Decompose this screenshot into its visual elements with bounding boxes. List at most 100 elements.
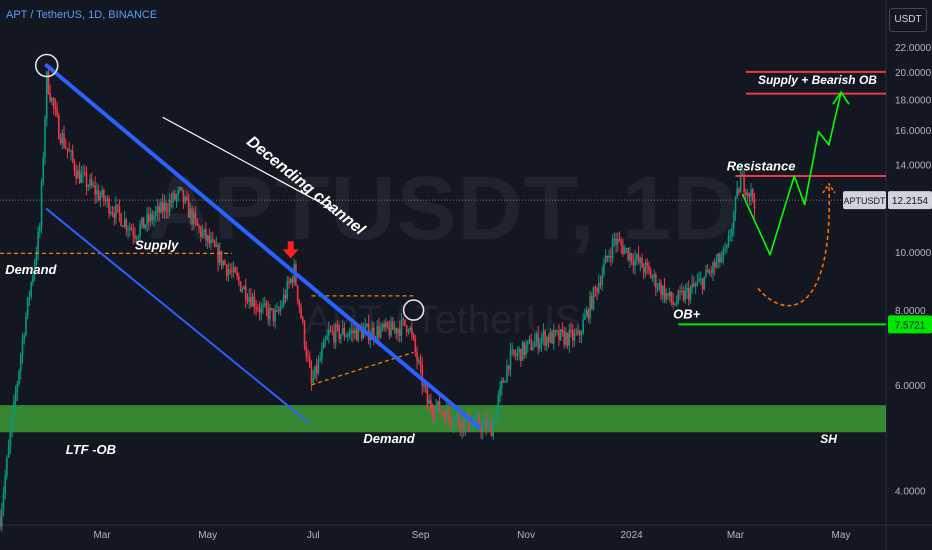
candle-body bbox=[511, 349, 514, 351]
candle-body bbox=[14, 393, 17, 402]
candle-body bbox=[409, 327, 411, 331]
candle-body bbox=[137, 235, 140, 238]
candle-body bbox=[179, 187, 181, 190]
candle-body bbox=[419, 360, 422, 366]
candle-body bbox=[122, 226, 124, 228]
candle-body bbox=[104, 200, 107, 202]
candle-body bbox=[213, 240, 216, 247]
y-tick-label: 22.0000 bbox=[895, 43, 932, 54]
candle-body bbox=[58, 115, 60, 139]
candle-body bbox=[239, 281, 242, 292]
candle-body bbox=[130, 228, 133, 231]
candle-body bbox=[265, 303, 268, 309]
candle-body bbox=[750, 189, 752, 197]
y-tick-label: 6.0000 bbox=[895, 381, 926, 392]
candle-body bbox=[193, 212, 195, 225]
annotation-label: Supply + Bearish OB bbox=[758, 73, 877, 87]
candle-body bbox=[289, 278, 292, 283]
candle-body bbox=[618, 239, 621, 241]
candle-body bbox=[75, 171, 77, 179]
annotation-label: Demand bbox=[363, 431, 415, 446]
candle-body bbox=[30, 282, 32, 297]
candle-body bbox=[144, 224, 147, 229]
candle-body bbox=[684, 289, 687, 301]
candle-body bbox=[25, 315, 27, 336]
red-arrow-marker bbox=[282, 241, 299, 259]
candle-body bbox=[146, 214, 148, 225]
candle-body bbox=[246, 300, 249, 302]
candle-body bbox=[123, 219, 126, 227]
candle-body bbox=[665, 293, 668, 300]
candle-body bbox=[554, 330, 557, 332]
candle-body bbox=[77, 170, 79, 179]
candle-body bbox=[158, 206, 161, 213]
candle-body bbox=[585, 309, 588, 316]
candle-body bbox=[701, 278, 704, 290]
candle-body bbox=[623, 248, 626, 255]
candle-body bbox=[132, 230, 135, 236]
candle-body bbox=[738, 188, 740, 193]
candle-body bbox=[7, 445, 10, 458]
y-tick-label: 14.0000 bbox=[895, 161, 932, 172]
candle-body bbox=[417, 360, 420, 362]
x-tick-label: Mar bbox=[727, 530, 745, 541]
candle-body bbox=[364, 325, 366, 330]
candle-body bbox=[224, 261, 226, 265]
candle-body bbox=[485, 419, 488, 430]
candle-body bbox=[710, 271, 713, 273]
candle-body bbox=[11, 416, 13, 433]
candle-body bbox=[745, 192, 747, 196]
candle-body bbox=[471, 423, 474, 430]
candle-body bbox=[736, 188, 738, 198]
channel-direction-arrow bbox=[162, 116, 333, 210]
high-circle bbox=[34, 53, 59, 78]
candle-body bbox=[468, 415, 470, 430]
candle-body bbox=[480, 427, 482, 432]
candle-body bbox=[115, 204, 117, 219]
candle-body bbox=[591, 296, 593, 309]
axis-unit-button[interactable]: USDT bbox=[889, 8, 927, 32]
candle-body bbox=[303, 321, 306, 347]
candle-body bbox=[636, 254, 638, 259]
chart-title: APT / TetherUS, 1D, BINANCE bbox=[6, 9, 158, 21]
y-tick-label: 20.0000 bbox=[895, 68, 932, 79]
candle-body bbox=[142, 217, 145, 229]
candle-body bbox=[184, 196, 186, 203]
candle-body bbox=[151, 213, 154, 221]
candle-body bbox=[700, 278, 702, 280]
candle-body bbox=[445, 407, 448, 422]
candle-body bbox=[350, 330, 353, 333]
candle-body bbox=[139, 225, 141, 236]
y-tick-label: 8.0000 bbox=[895, 306, 926, 317]
candle-body bbox=[135, 237, 138, 239]
candle-body bbox=[234, 267, 237, 273]
candle-body bbox=[312, 378, 315, 383]
candle-body bbox=[260, 306, 263, 313]
candle-body bbox=[719, 253, 721, 263]
candle-body bbox=[315, 365, 318, 374]
candle-body bbox=[454, 417, 456, 424]
candle-body bbox=[393, 328, 396, 331]
candle-body bbox=[400, 319, 403, 336]
candle-body bbox=[587, 309, 590, 319]
candle-body bbox=[556, 330, 559, 332]
candle-body bbox=[551, 331, 553, 344]
candle-body bbox=[32, 275, 34, 283]
candle-body bbox=[154, 211, 157, 217]
candle-body bbox=[442, 412, 444, 414]
triangle-bottom-line bbox=[311, 351, 414, 386]
candle-body bbox=[198, 225, 200, 228]
candle-body bbox=[0, 517, 1, 527]
candle-body bbox=[334, 324, 337, 343]
candle-body bbox=[547, 336, 550, 343]
candle-body bbox=[170, 200, 173, 203]
candle-body bbox=[520, 348, 522, 361]
candle-body bbox=[648, 265, 650, 271]
candle-body bbox=[340, 334, 342, 339]
candle-body bbox=[244, 286, 247, 301]
candle-body bbox=[376, 326, 379, 339]
candle-body bbox=[291, 278, 294, 283]
candle-body bbox=[327, 330, 330, 336]
candle-body bbox=[599, 283, 602, 286]
